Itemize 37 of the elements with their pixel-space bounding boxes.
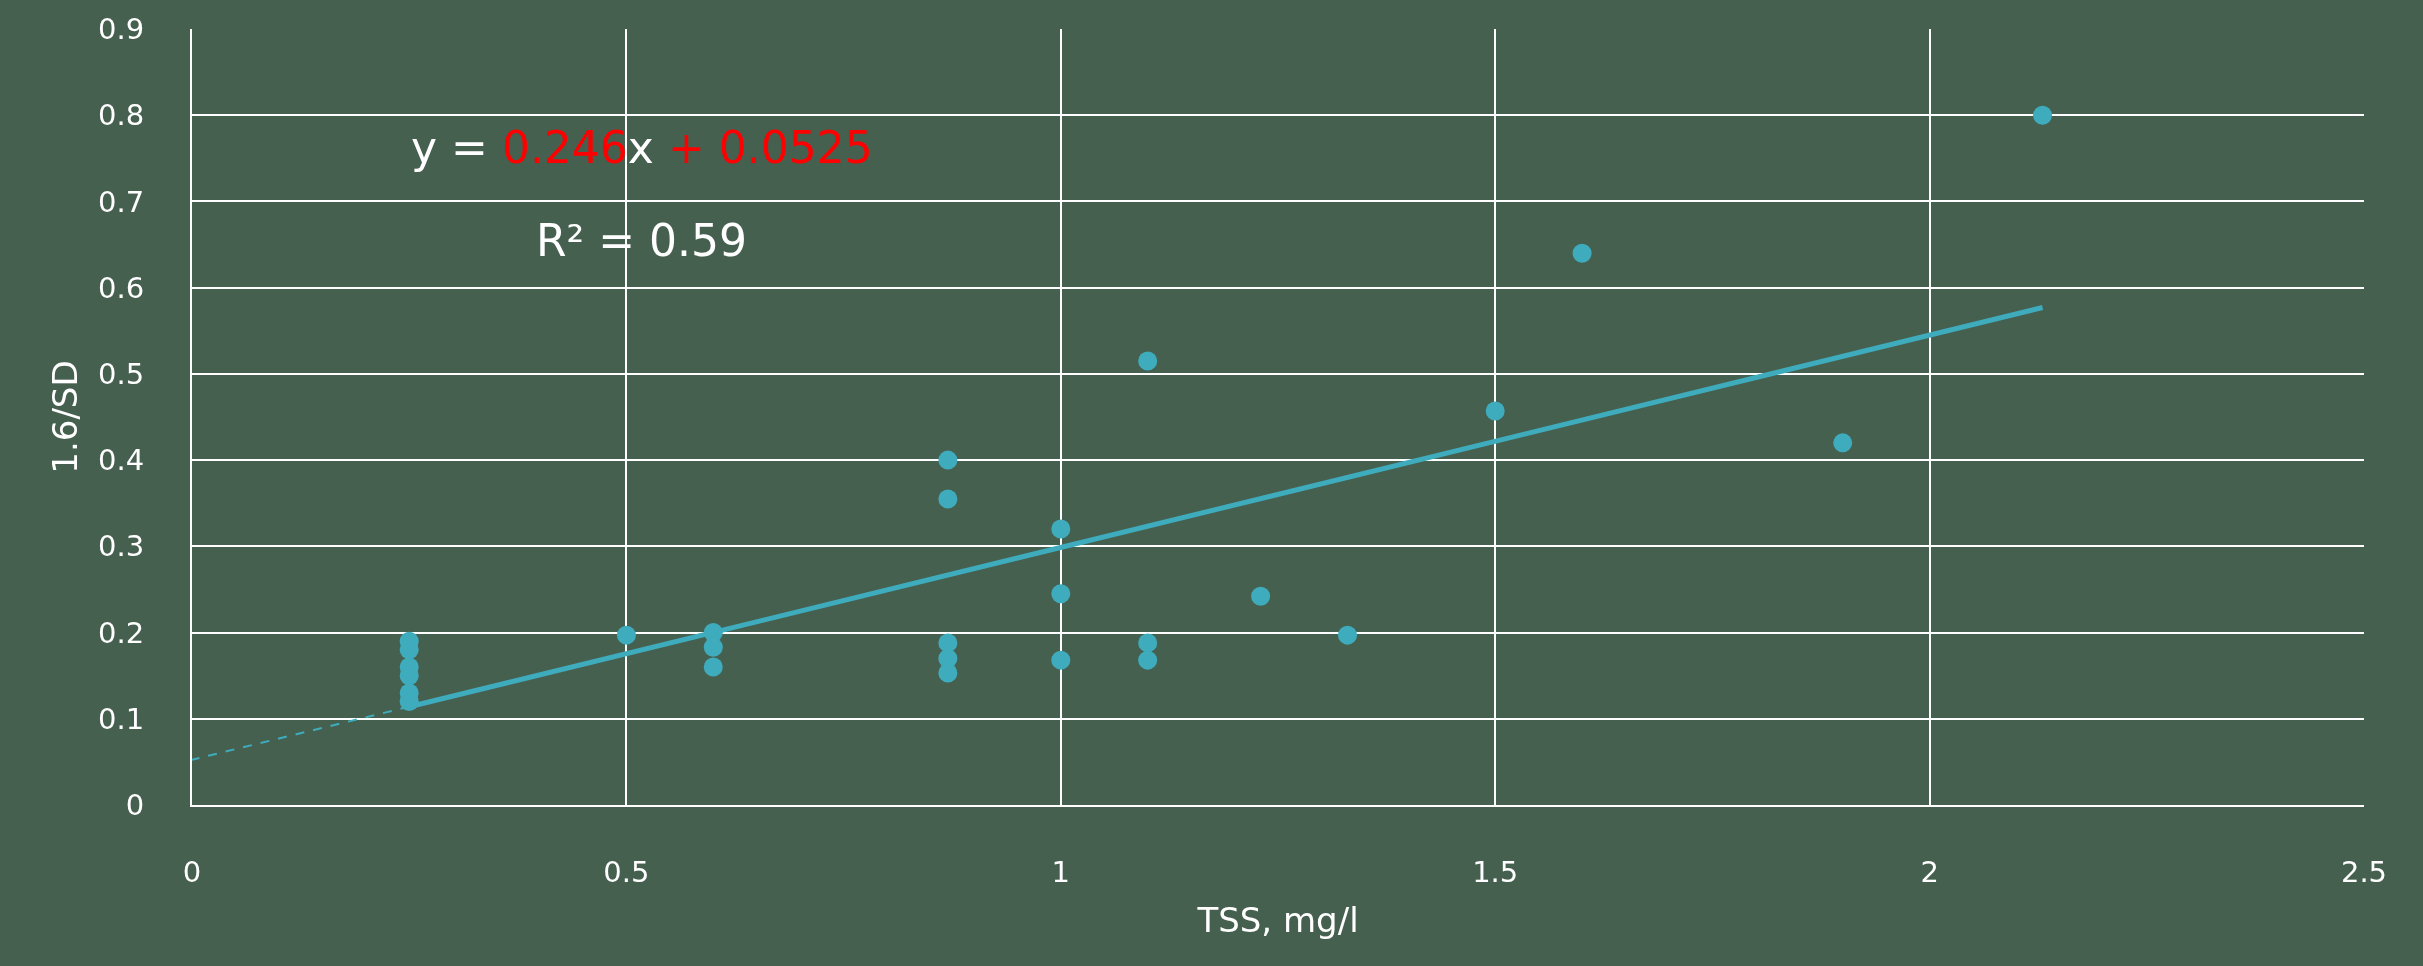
point (1051, 519, 1071, 539)
y-tick-label: 0.5 (98, 357, 145, 392)
y-tick-label: 0.7 (98, 184, 145, 219)
point (1833, 433, 1853, 453)
y-tick-label: 0.3 (98, 529, 145, 564)
x-tick-label: 2.5 (2340, 854, 2388, 889)
x-tick-label: 1 (1051, 854, 1071, 889)
y-tick-label: 0.4 (98, 443, 145, 478)
point (938, 489, 958, 509)
point (616, 625, 636, 645)
point (2033, 105, 2053, 125)
point (1251, 586, 1271, 606)
y-tick-label: 0.8 (98, 98, 145, 133)
x-tick-label: 2 (1920, 854, 1939, 889)
x-tick-label: 0 (182, 854, 202, 889)
y-axis-title: 1.6/SD (45, 360, 86, 474)
y-tick-label: 0.1 (98, 701, 145, 736)
x-tick-label: 0.5 (603, 854, 650, 889)
point (1485, 401, 1505, 421)
point (1051, 650, 1071, 670)
y-tick-label: 0.2 (98, 615, 145, 650)
x-axis-title: TSS, mg/l (1196, 899, 1359, 940)
x-tick-label: 1.5 (1472, 854, 1519, 889)
point (1138, 633, 1158, 653)
point (1051, 584, 1071, 604)
point (1572, 243, 1592, 263)
y-tick-label: 0.6 (98, 270, 145, 305)
point (703, 657, 723, 677)
point (938, 450, 958, 470)
point (1138, 650, 1158, 670)
point (1338, 625, 1357, 645)
point (1138, 351, 1158, 371)
point (703, 637, 723, 657)
annotation: y = 0.246x + 0.0525 (411, 122, 873, 173)
y-tick-label: 0 (125, 788, 145, 823)
y-tick-label: 0.9 (98, 12, 145, 47)
point (938, 663, 958, 683)
